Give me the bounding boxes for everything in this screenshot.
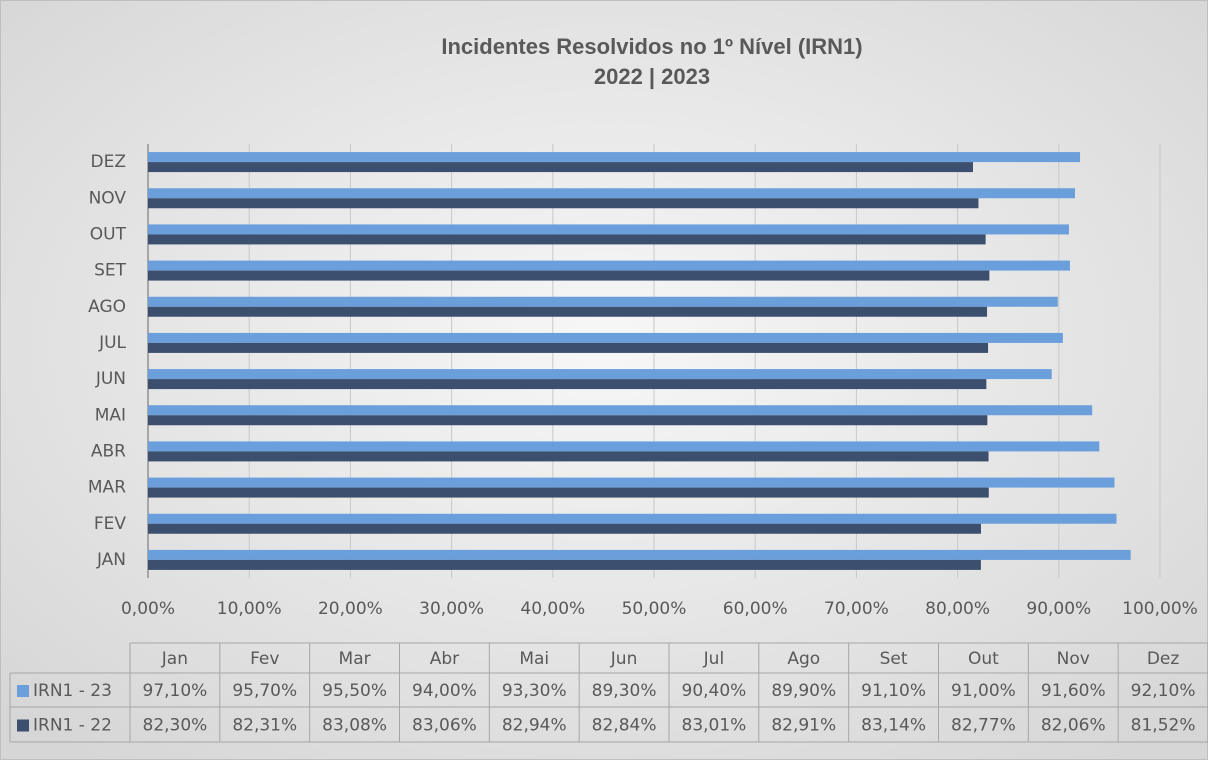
table-value: 82,77% [951, 716, 1016, 736]
x-tick-label: 70,00% [824, 599, 889, 619]
bar [148, 162, 973, 173]
table-value: 82,06% [1041, 716, 1106, 736]
x-tick-label: 50,00% [622, 599, 687, 619]
x-tick-label: 40,00% [520, 599, 585, 619]
y-tick-label: OUT [90, 224, 127, 244]
y-tick-label: AGO [88, 297, 126, 317]
bar [148, 152, 1081, 163]
table-value: 82,30% [143, 716, 208, 736]
y-tick-label: ABR [91, 441, 126, 461]
table-value: 83,14% [861, 716, 926, 736]
table-value: 91,60% [1041, 681, 1106, 701]
bar [148, 513, 1117, 524]
bar [148, 549, 1131, 560]
table-value: 83,06% [412, 716, 477, 736]
y-tick-label: MAI [95, 405, 126, 425]
legend-label: IRN1 - 23 [33, 681, 112, 701]
table-header: Ago [787, 649, 820, 669]
bar [148, 188, 1075, 199]
x-tick-label: 0,00% [121, 599, 175, 619]
table-value: 82,94% [502, 716, 567, 736]
bar [148, 415, 988, 426]
bar [148, 342, 989, 353]
bar [148, 369, 1052, 380]
bar [148, 270, 990, 281]
legend-key [17, 719, 29, 732]
x-tick-label: 30,00% [419, 599, 484, 619]
table-header: Dez [1147, 649, 1180, 669]
y-tick-label: DEZ [91, 152, 126, 172]
x-tick-label: 10,00% [217, 599, 282, 619]
table-header: Jul [703, 649, 725, 669]
chart-title: Incidentes Resolvidos no 1º Nível (IRN1) [441, 34, 862, 59]
bar [148, 296, 1058, 307]
table-value: 83,01% [682, 716, 747, 736]
table-header: Jan [161, 649, 188, 669]
bar [148, 487, 989, 498]
table-value: 91,10% [861, 681, 926, 701]
bar [148, 234, 986, 245]
table-header: Fev [250, 649, 279, 669]
bar [148, 451, 989, 462]
table-value: 82,31% [232, 716, 297, 736]
table-header: Abr [430, 649, 459, 669]
legend-label: IRN1 - 22 [33, 716, 112, 736]
y-tick-label: JAN [96, 550, 126, 570]
bar [148, 559, 981, 570]
table-value: 89,90% [771, 681, 836, 701]
bar [148, 306, 988, 317]
table-value: 94,00% [412, 681, 477, 701]
table-header: Jun [610, 649, 638, 669]
x-tick-label: 20,00% [318, 599, 383, 619]
chart-subtitle: 2022 | 2023 [594, 64, 710, 89]
table-header: Mar [339, 649, 371, 669]
table-value: 82,91% [771, 716, 836, 736]
bar [148, 405, 1093, 416]
bar [148, 523, 981, 534]
table-value: 83,08% [322, 716, 387, 736]
y-tick-label: JUL [98, 333, 126, 353]
y-tick-label: FEV [94, 514, 127, 534]
table-header: Out [968, 649, 999, 669]
table-header: Set [880, 649, 908, 669]
x-tick-label: 100,00% [1122, 599, 1198, 619]
table-value: 92,10% [1131, 681, 1196, 701]
bar [148, 198, 979, 209]
table-value: 81,52% [1131, 716, 1196, 736]
table-value: 91,00% [951, 681, 1016, 701]
x-tick-label: 60,00% [723, 599, 788, 619]
table-value: 82,84% [592, 716, 657, 736]
bar [148, 332, 1063, 343]
bar [148, 441, 1100, 452]
bar [148, 477, 1115, 488]
x-tick-label: 80,00% [925, 599, 990, 619]
y-tick-label: NOV [89, 188, 127, 208]
table-value: 89,30% [592, 681, 657, 701]
bar [148, 260, 1070, 271]
y-tick-label: SET [94, 261, 127, 281]
bar [148, 379, 987, 390]
table-value: 95,70% [232, 681, 297, 701]
legend-key [17, 685, 29, 697]
table-value: 93,30% [502, 681, 567, 701]
table-header: Nov [1057, 649, 1090, 669]
y-tick-label: MAR [88, 478, 126, 498]
table-value: 97,10% [143, 681, 208, 701]
table-header: Mai [519, 649, 549, 669]
y-tick-label: JUN [95, 369, 126, 389]
table-value: 95,50% [322, 681, 387, 701]
x-tick-label: 90,00% [1026, 599, 1091, 619]
table-value: 90,40% [682, 681, 747, 701]
bar [148, 224, 1069, 235]
